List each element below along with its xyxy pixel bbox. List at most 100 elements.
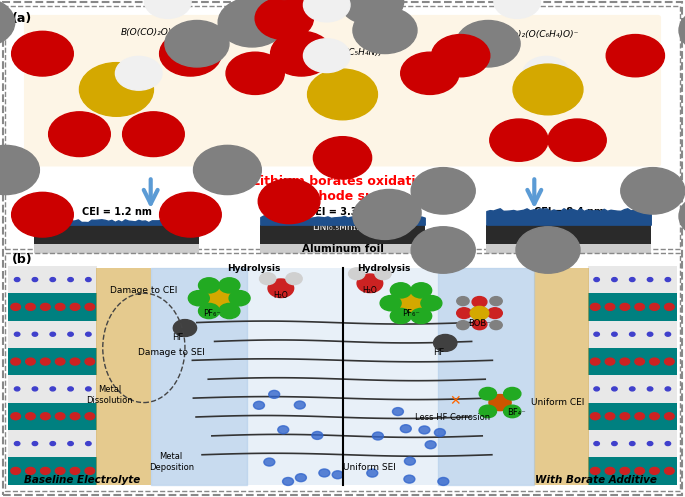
Text: B(OMe)₃(O(C₅H₄N))⁻: B(OMe)₃(O(C₅H₄N))⁻ <box>297 48 388 57</box>
Polygon shape <box>534 268 589 485</box>
Bar <box>588 430 677 457</box>
Text: H₂O: H₂O <box>362 286 377 295</box>
Bar <box>34 225 199 244</box>
Text: CEI = 1.2 nm: CEI = 1.2 nm <box>82 207 151 217</box>
Circle shape <box>612 441 617 445</box>
Circle shape <box>472 319 487 330</box>
Text: on cathode surface: on cathode surface <box>275 190 410 203</box>
Circle shape <box>218 0 286 47</box>
Circle shape <box>264 458 275 466</box>
Circle shape <box>404 475 415 483</box>
Circle shape <box>635 303 645 310</box>
Text: PF₆⁻: PF₆⁻ <box>203 309 221 318</box>
Circle shape <box>411 308 432 324</box>
Circle shape <box>160 31 221 76</box>
Text: Uniform SEI: Uniform SEI <box>343 463 397 472</box>
Circle shape <box>86 441 91 445</box>
Text: Lithium borates oxidation: Lithium borates oxidation <box>252 175 433 188</box>
Circle shape <box>479 388 497 400</box>
Circle shape <box>606 413 614 419</box>
Circle shape <box>14 387 20 391</box>
Circle shape <box>226 52 284 94</box>
Circle shape <box>319 469 329 477</box>
Bar <box>588 375 677 403</box>
Circle shape <box>26 303 35 310</box>
Circle shape <box>49 112 110 157</box>
Circle shape <box>590 358 600 365</box>
Circle shape <box>85 467 95 474</box>
Circle shape <box>606 358 614 365</box>
Text: Damage to SEI: Damage to SEI <box>138 348 205 357</box>
Circle shape <box>86 277 91 281</box>
Circle shape <box>295 474 306 482</box>
Text: Hydrolysis: Hydrolysis <box>227 264 280 273</box>
Circle shape <box>258 179 320 224</box>
Circle shape <box>303 0 350 22</box>
Circle shape <box>432 35 490 77</box>
Circle shape <box>594 387 599 391</box>
Circle shape <box>68 332 73 336</box>
Circle shape <box>199 303 219 319</box>
Text: Hydrolysis: Hydrolysis <box>357 264 410 273</box>
Circle shape <box>32 277 38 281</box>
Bar <box>8 430 97 457</box>
Circle shape <box>612 387 617 391</box>
Bar <box>588 266 677 293</box>
Circle shape <box>649 467 659 474</box>
Circle shape <box>308 69 377 120</box>
Circle shape <box>32 332 38 336</box>
Text: Baseline Electrolyte: Baseline Electrolyte <box>24 475 140 485</box>
Circle shape <box>303 39 350 73</box>
Circle shape <box>68 441 73 445</box>
Text: Less HF Corrosion: Less HF Corrosion <box>414 413 490 422</box>
Circle shape <box>620 467 630 474</box>
Bar <box>5 6 680 248</box>
Circle shape <box>40 358 50 365</box>
Circle shape <box>160 192 221 237</box>
Circle shape <box>366 469 377 477</box>
Text: Metal
Deposition: Metal Deposition <box>149 452 194 472</box>
Circle shape <box>50 441 55 445</box>
Circle shape <box>165 20 229 67</box>
Circle shape <box>380 296 401 311</box>
Circle shape <box>11 467 21 474</box>
Circle shape <box>649 413 659 419</box>
Circle shape <box>11 358 21 365</box>
Text: HF: HF <box>433 348 444 357</box>
Circle shape <box>490 297 502 306</box>
Circle shape <box>278 426 289 434</box>
Circle shape <box>398 294 424 313</box>
Circle shape <box>635 358 645 365</box>
Circle shape <box>268 279 294 298</box>
Circle shape <box>286 273 302 285</box>
Circle shape <box>26 467 35 474</box>
Circle shape <box>647 441 653 445</box>
Circle shape <box>489 395 511 411</box>
Circle shape <box>490 321 502 330</box>
Circle shape <box>14 332 20 336</box>
Circle shape <box>594 332 599 336</box>
Circle shape <box>421 296 442 311</box>
Circle shape <box>649 303 659 310</box>
Text: (a): (a) <box>12 12 33 25</box>
Circle shape <box>664 303 674 310</box>
Circle shape <box>85 303 95 310</box>
Text: BOB⁻: BOB⁻ <box>468 319 491 328</box>
Circle shape <box>457 297 469 306</box>
Circle shape <box>55 467 65 474</box>
Circle shape <box>457 321 469 330</box>
Circle shape <box>40 413 50 419</box>
Circle shape <box>479 405 497 417</box>
Circle shape <box>665 387 671 391</box>
Circle shape <box>68 277 73 281</box>
Bar <box>588 321 677 348</box>
Bar <box>8 321 97 348</box>
Circle shape <box>145 0 191 18</box>
Bar <box>8 457 97 485</box>
Circle shape <box>357 189 421 236</box>
Circle shape <box>434 428 445 436</box>
Text: CEI = 3.3 nm: CEI = 3.3 nm <box>308 207 377 217</box>
Bar <box>588 403 677 430</box>
Circle shape <box>488 308 502 319</box>
Circle shape <box>85 358 95 365</box>
